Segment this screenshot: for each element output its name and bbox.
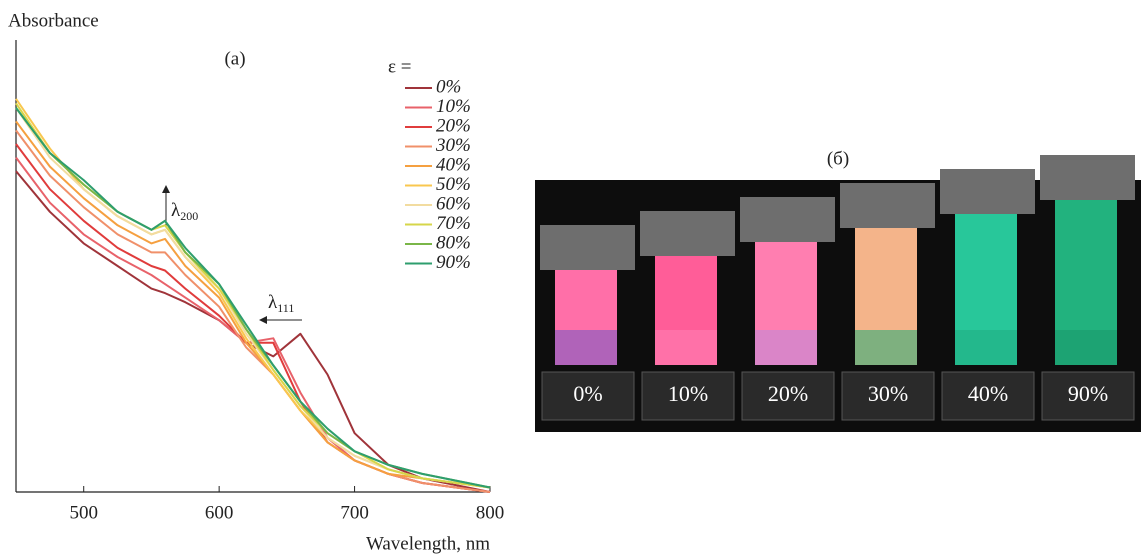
data-line: [16, 158, 490, 493]
data-line: [16, 103, 490, 487]
sample-label: 10%: [668, 381, 708, 406]
clamp: [840, 183, 935, 228]
annotation: λ200: [171, 200, 198, 222]
clamp: [940, 169, 1035, 214]
figure: Absorbance Wavelength, nm (a) ε = λ200 λ…: [0, 0, 1141, 557]
data-line: [16, 171, 490, 492]
legend-title: ε =: [388, 56, 411, 77]
legend-label: 30%: [435, 135, 471, 156]
legend-label: 70%: [436, 213, 471, 234]
legend-label: 40%: [436, 154, 471, 175]
legend-label: 10%: [436, 96, 471, 117]
annotation-sub: 200: [180, 209, 198, 223]
legend-label: 20%: [436, 115, 471, 136]
y-axis-label: Absorbance: [8, 10, 99, 31]
x-tick-label: 600: [205, 502, 234, 523]
data-line: [16, 108, 490, 488]
sample-label: 40%: [968, 381, 1008, 406]
annotation-sub: 111: [277, 301, 294, 315]
sample-label: 20%: [768, 381, 808, 406]
legend-label: 0%: [436, 76, 461, 97]
x-axis-label: Wavelength, nm: [366, 533, 490, 554]
sample-label: 30%: [868, 381, 908, 406]
panel-label: (a): [224, 48, 245, 69]
sample-shade: [555, 330, 617, 365]
sample-shade: [1055, 330, 1117, 365]
data-line: [16, 108, 490, 488]
sample-shade: [955, 330, 1017, 365]
data-line: [16, 121, 490, 487]
data-line: [16, 144, 490, 492]
photo-label: (б): [827, 148, 849, 169]
legend-label: 80%: [436, 232, 471, 253]
page: {"chart_data": {"type": "line", "y_label…: [0, 0, 1141, 557]
x-tick-label: 500: [69, 502, 98, 523]
clamp: [540, 225, 635, 270]
data-line: [16, 99, 490, 488]
clamp: [740, 197, 835, 242]
clamp: [640, 211, 735, 256]
x-tick-label: 800: [476, 502, 505, 523]
legend-label: 50%: [436, 174, 471, 195]
clamp: [1040, 155, 1135, 200]
sample-label: 0%: [573, 381, 602, 406]
sample-shade: [855, 330, 917, 365]
data-line: [16, 108, 490, 488]
sample-shade: [755, 330, 817, 365]
x-tick-label: 700: [340, 502, 369, 523]
sample-label: 90%: [1068, 381, 1108, 406]
legend-label: 60%: [436, 193, 471, 214]
annotation: λ111: [268, 292, 294, 314]
sample-shade: [655, 330, 717, 365]
legend-label: 90%: [436, 252, 471, 273]
